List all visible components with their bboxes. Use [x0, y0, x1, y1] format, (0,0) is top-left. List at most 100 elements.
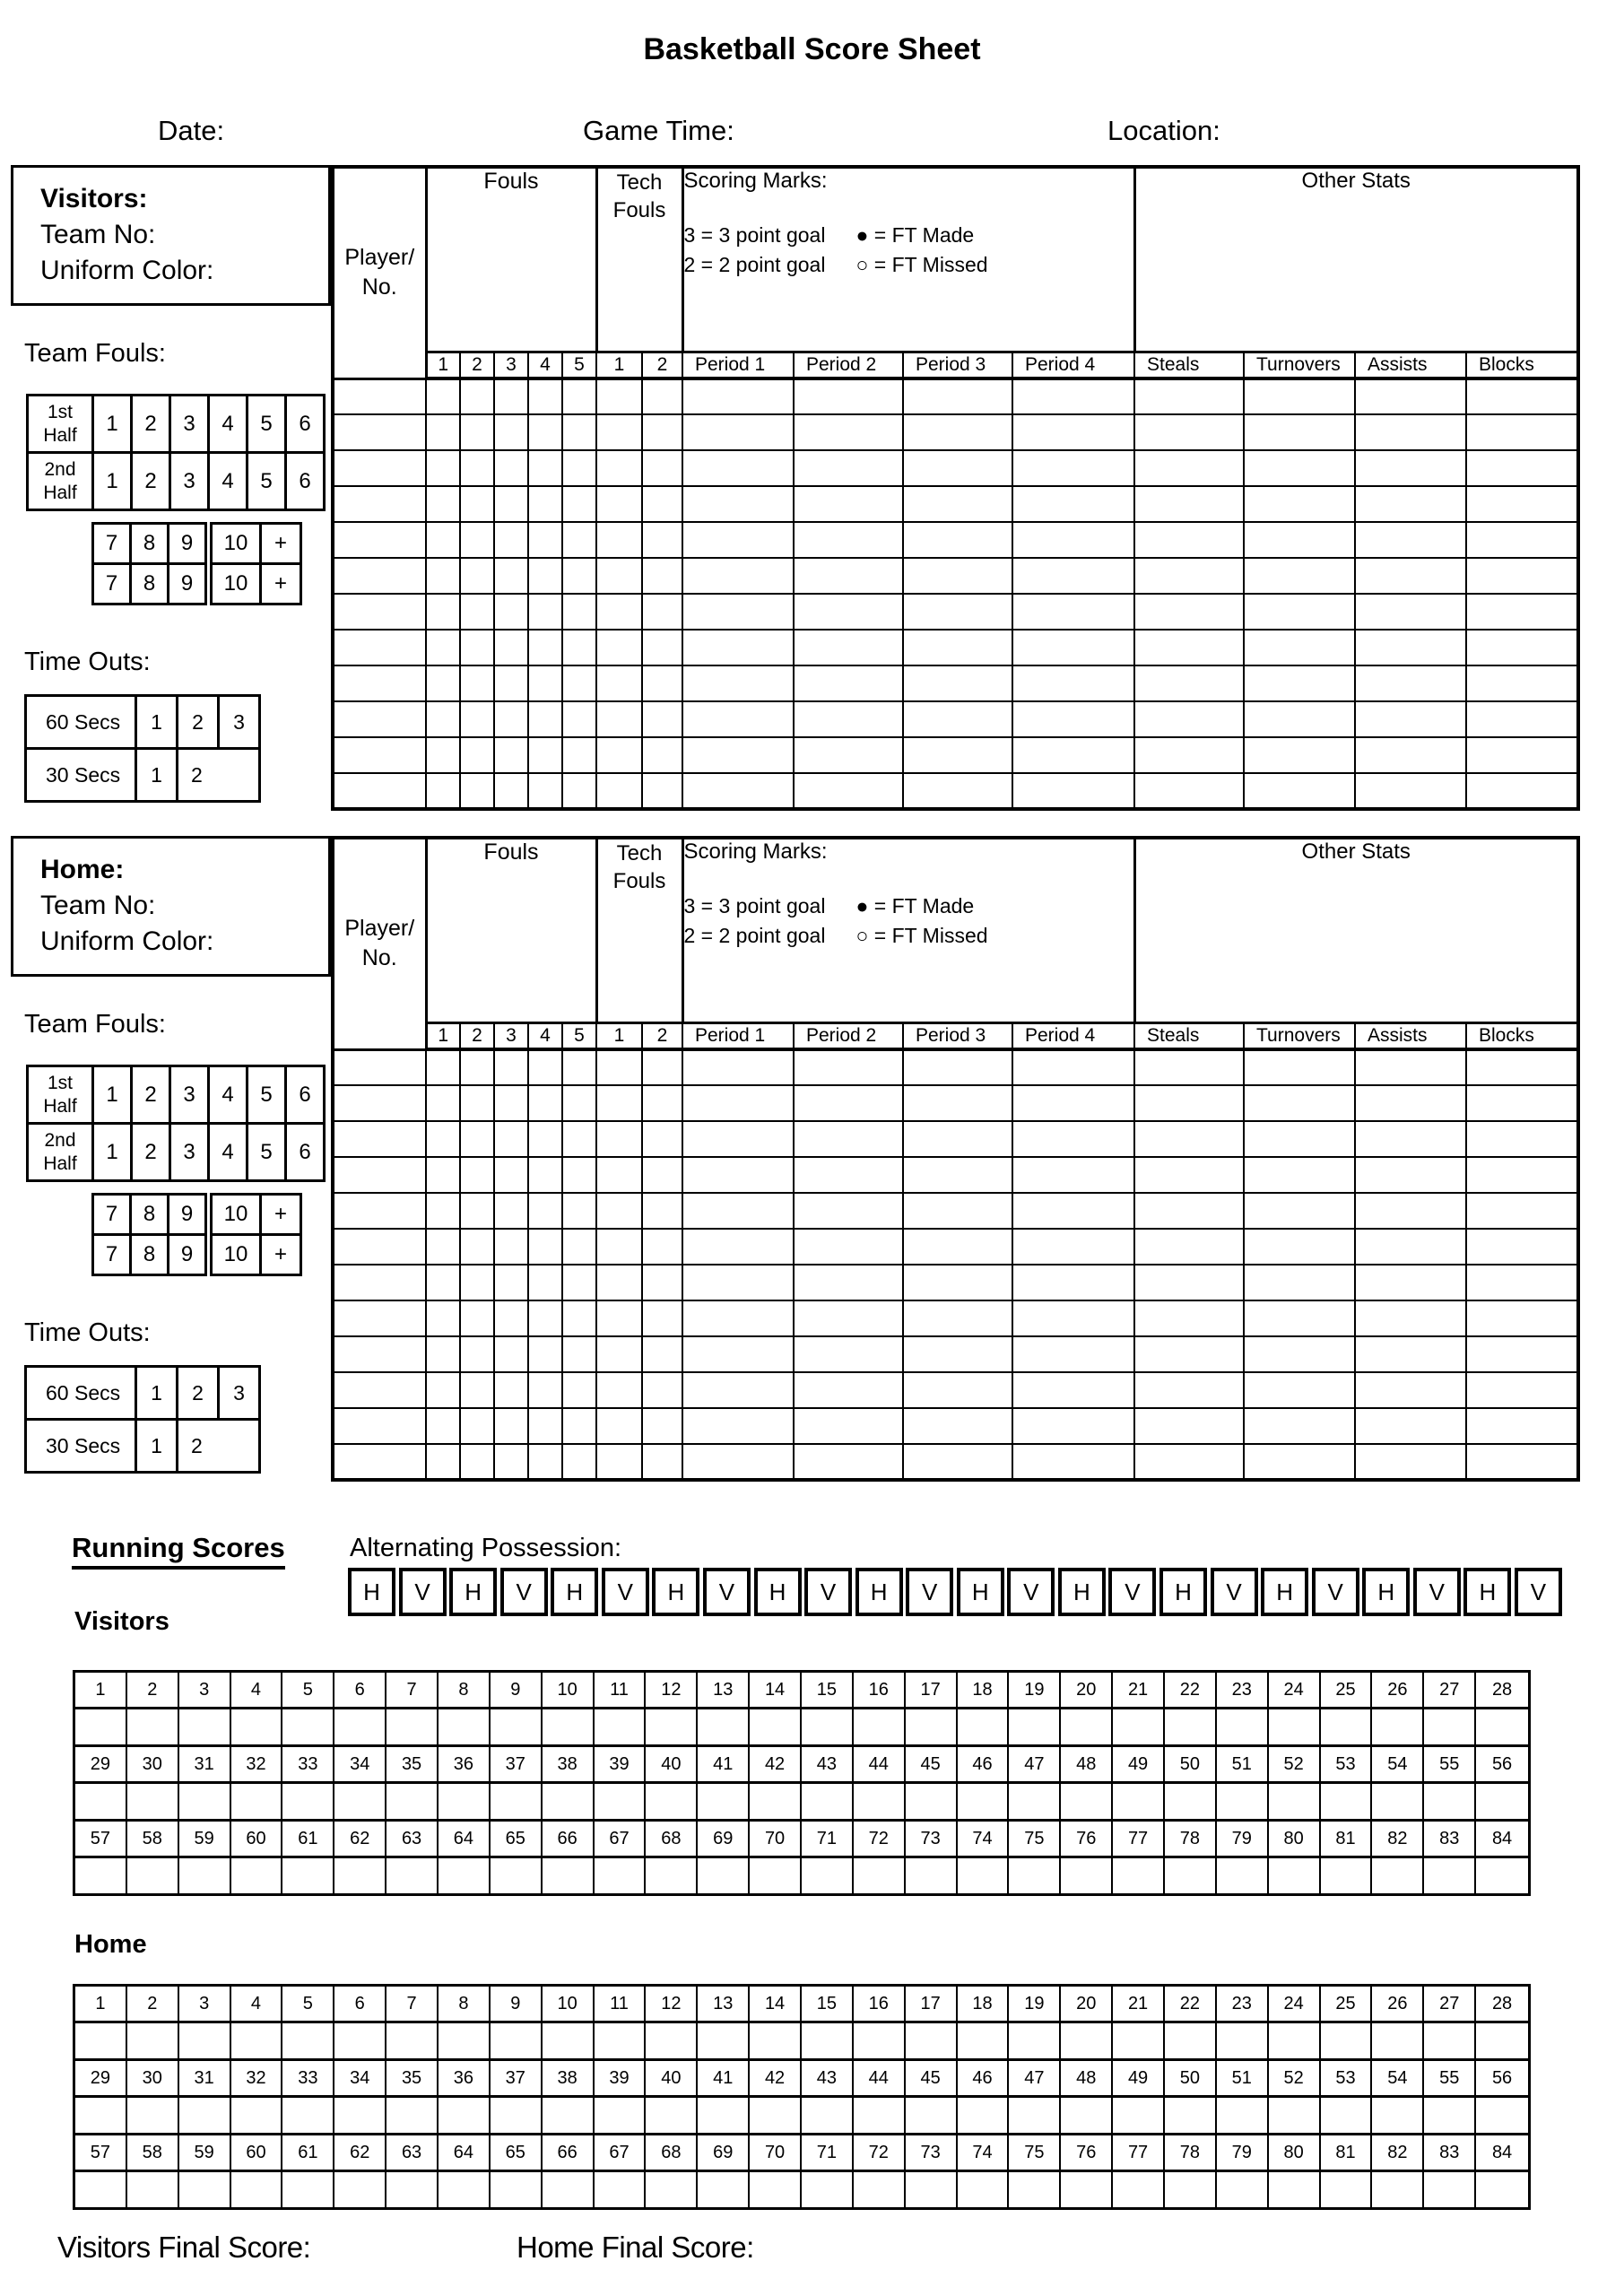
- half-fouls-row: 1st Half 1 2 3 4 5 6: [26, 1065, 326, 1125]
- running-score-number: 34: [334, 2061, 387, 2095]
- half-fouls-grid: 1st Half 1 2 3 4 5 6 2nd Half 1 2 3 4 5 6: [26, 394, 326, 511]
- foul-col-header: 3: [493, 1022, 529, 1051]
- running-score-mark-cell: [491, 1784, 543, 1819]
- period-score-cell: [682, 1192, 795, 1230]
- running-score-mark-cell: [1165, 2172, 1217, 2207]
- foul-cell: [527, 736, 563, 774]
- period-score-cell: [682, 1371, 795, 1409]
- foul-cell: [527, 1120, 563, 1158]
- running-score-mark-cell: [1217, 1709, 1269, 1744]
- tech-foul-cell: [595, 557, 643, 595]
- visitors-player-stats-table: Player/ No. Fouls Tech Fouls Scoring Marks:…: [331, 165, 1580, 811]
- period-score-cell: [682, 1264, 795, 1301]
- player-no-cell: [332, 1264, 427, 1301]
- player-row: [332, 1192, 1579, 1230]
- tech-foul-cell: [595, 1371, 643, 1409]
- running-score-number: 73: [906, 2135, 958, 2170]
- team-foul-number: 4: [207, 1065, 248, 1125]
- team-foul-number: 8: [129, 1233, 169, 1276]
- player-no-cell: [332, 1120, 427, 1158]
- running-score-number: 70: [750, 2135, 802, 2170]
- running-score-number-row: 1 2 3 4 5 6 7 8 9 10 11 12 13 14 15 16 17 18 19 20 21 22 23 24 2…: [75, 1987, 1528, 2023]
- running-score-number: 32: [231, 1747, 283, 1781]
- tech-foul-cell: [641, 449, 683, 487]
- team-foul-number: 5: [246, 1065, 287, 1125]
- team-foul-number: 9: [167, 522, 207, 565]
- running-score-number-row: 29 30 31 32 33 34 35 36 37 38 39 40 41 42 43 44 45 46 47 48…: [75, 2061, 1528, 2098]
- timeout-number: 2: [176, 1418, 261, 1474]
- assists-cell: [1354, 629, 1467, 666]
- running-score-number: 51: [1217, 2061, 1269, 2095]
- foul-cell: [459, 700, 495, 738]
- period-score-cell: [902, 629, 1013, 666]
- running-score-number: 78: [1165, 2135, 1217, 2170]
- assists-cell: [1354, 772, 1467, 810]
- running-score-number: 72: [854, 1822, 906, 1856]
- running-score-number: 17: [906, 1673, 958, 1707]
- foul-cell: [493, 1228, 529, 1265]
- running-score-mark-cell: [958, 1784, 1010, 1819]
- running-score-number: 67: [595, 2135, 647, 2170]
- running-score-mark-cell: [75, 1858, 127, 1893]
- running-score-mark-cell: [1113, 2098, 1165, 2133]
- foul-cell: [493, 593, 529, 631]
- foul-cell: [561, 1443, 597, 1481]
- running-score-number: 8: [439, 1987, 491, 2021]
- period-score-cell: [682, 1335, 795, 1373]
- running-score-mark-cell: [595, 1858, 647, 1893]
- turnovers-cell: [1243, 1192, 1356, 1230]
- team-foul-number: 6: [284, 1065, 326, 1125]
- period-score-cell: [902, 485, 1013, 523]
- running-score-mark-cell: [127, 2098, 179, 2133]
- foul-cell: [493, 1048, 529, 1086]
- period-score-cell: [793, 1228, 904, 1265]
- running-score-number: 48: [1061, 2061, 1114, 2095]
- possession-cell: V: [906, 1568, 954, 1616]
- running-score-mark-cell: [543, 1858, 595, 1893]
- foul-cell: [459, 1192, 495, 1230]
- possession-cell: V: [1007, 1568, 1055, 1616]
- running-score-number: 78: [1165, 1822, 1217, 1856]
- foul-cell: [459, 736, 495, 774]
- blocks-cell: [1465, 1156, 1579, 1194]
- running-score-number: 81: [1321, 1822, 1373, 1856]
- foul-cell: [561, 1084, 597, 1122]
- foul-cell: [561, 1192, 597, 1230]
- running-score-mark-cell: [906, 2172, 958, 2207]
- tech-foul-cell: [641, 1084, 683, 1122]
- running-score-number: 55: [1424, 1747, 1477, 1781]
- running-score-number: 65: [491, 1822, 543, 1856]
- possession-cell: H: [348, 1568, 395, 1616]
- foul-cell: [561, 1048, 597, 1086]
- running-score-mark-cell: [698, 2023, 751, 2058]
- timeout-number: 1: [135, 1418, 178, 1474]
- foul-cell: [425, 629, 461, 666]
- tech-foul-cell: [595, 1084, 643, 1122]
- running-score-mark-cell: [595, 2023, 647, 2058]
- running-score-mark-cell: [282, 1784, 335, 1819]
- running-score-mark-cell: [802, 2098, 854, 2133]
- foul-cell: [493, 1300, 529, 1337]
- period-score-cell: [682, 700, 795, 738]
- possession-cell: H: [956, 1568, 1004, 1616]
- player-no-cell: [332, 736, 427, 774]
- team-foul-number: 6: [284, 394, 326, 454]
- running-score-mark-cell: [1217, 2023, 1269, 2058]
- period-score-cell: [793, 557, 904, 595]
- team-foul-number: 7: [91, 562, 132, 605]
- running-score-mark-cell: [698, 2098, 751, 2133]
- turnovers-cell: [1243, 521, 1356, 559]
- blocks-cell: [1465, 629, 1579, 666]
- foul-cell: [527, 1371, 563, 1409]
- scoring-marks-title: Scoring Marks:: [683, 839, 828, 864]
- team-foul-plus: +: [259, 1233, 302, 1276]
- assists-cell: [1354, 1156, 1467, 1194]
- player-row: [332, 665, 1579, 702]
- timeouts-grid: 60 Secs 1 2 3 30 Secs 1 2: [24, 694, 261, 803]
- running-score-mark-cell: [646, 1858, 699, 1893]
- period-score-cell: [793, 1300, 904, 1337]
- tech-foul-cell: [641, 772, 683, 810]
- running-score-mark-cell: [1321, 1709, 1373, 1744]
